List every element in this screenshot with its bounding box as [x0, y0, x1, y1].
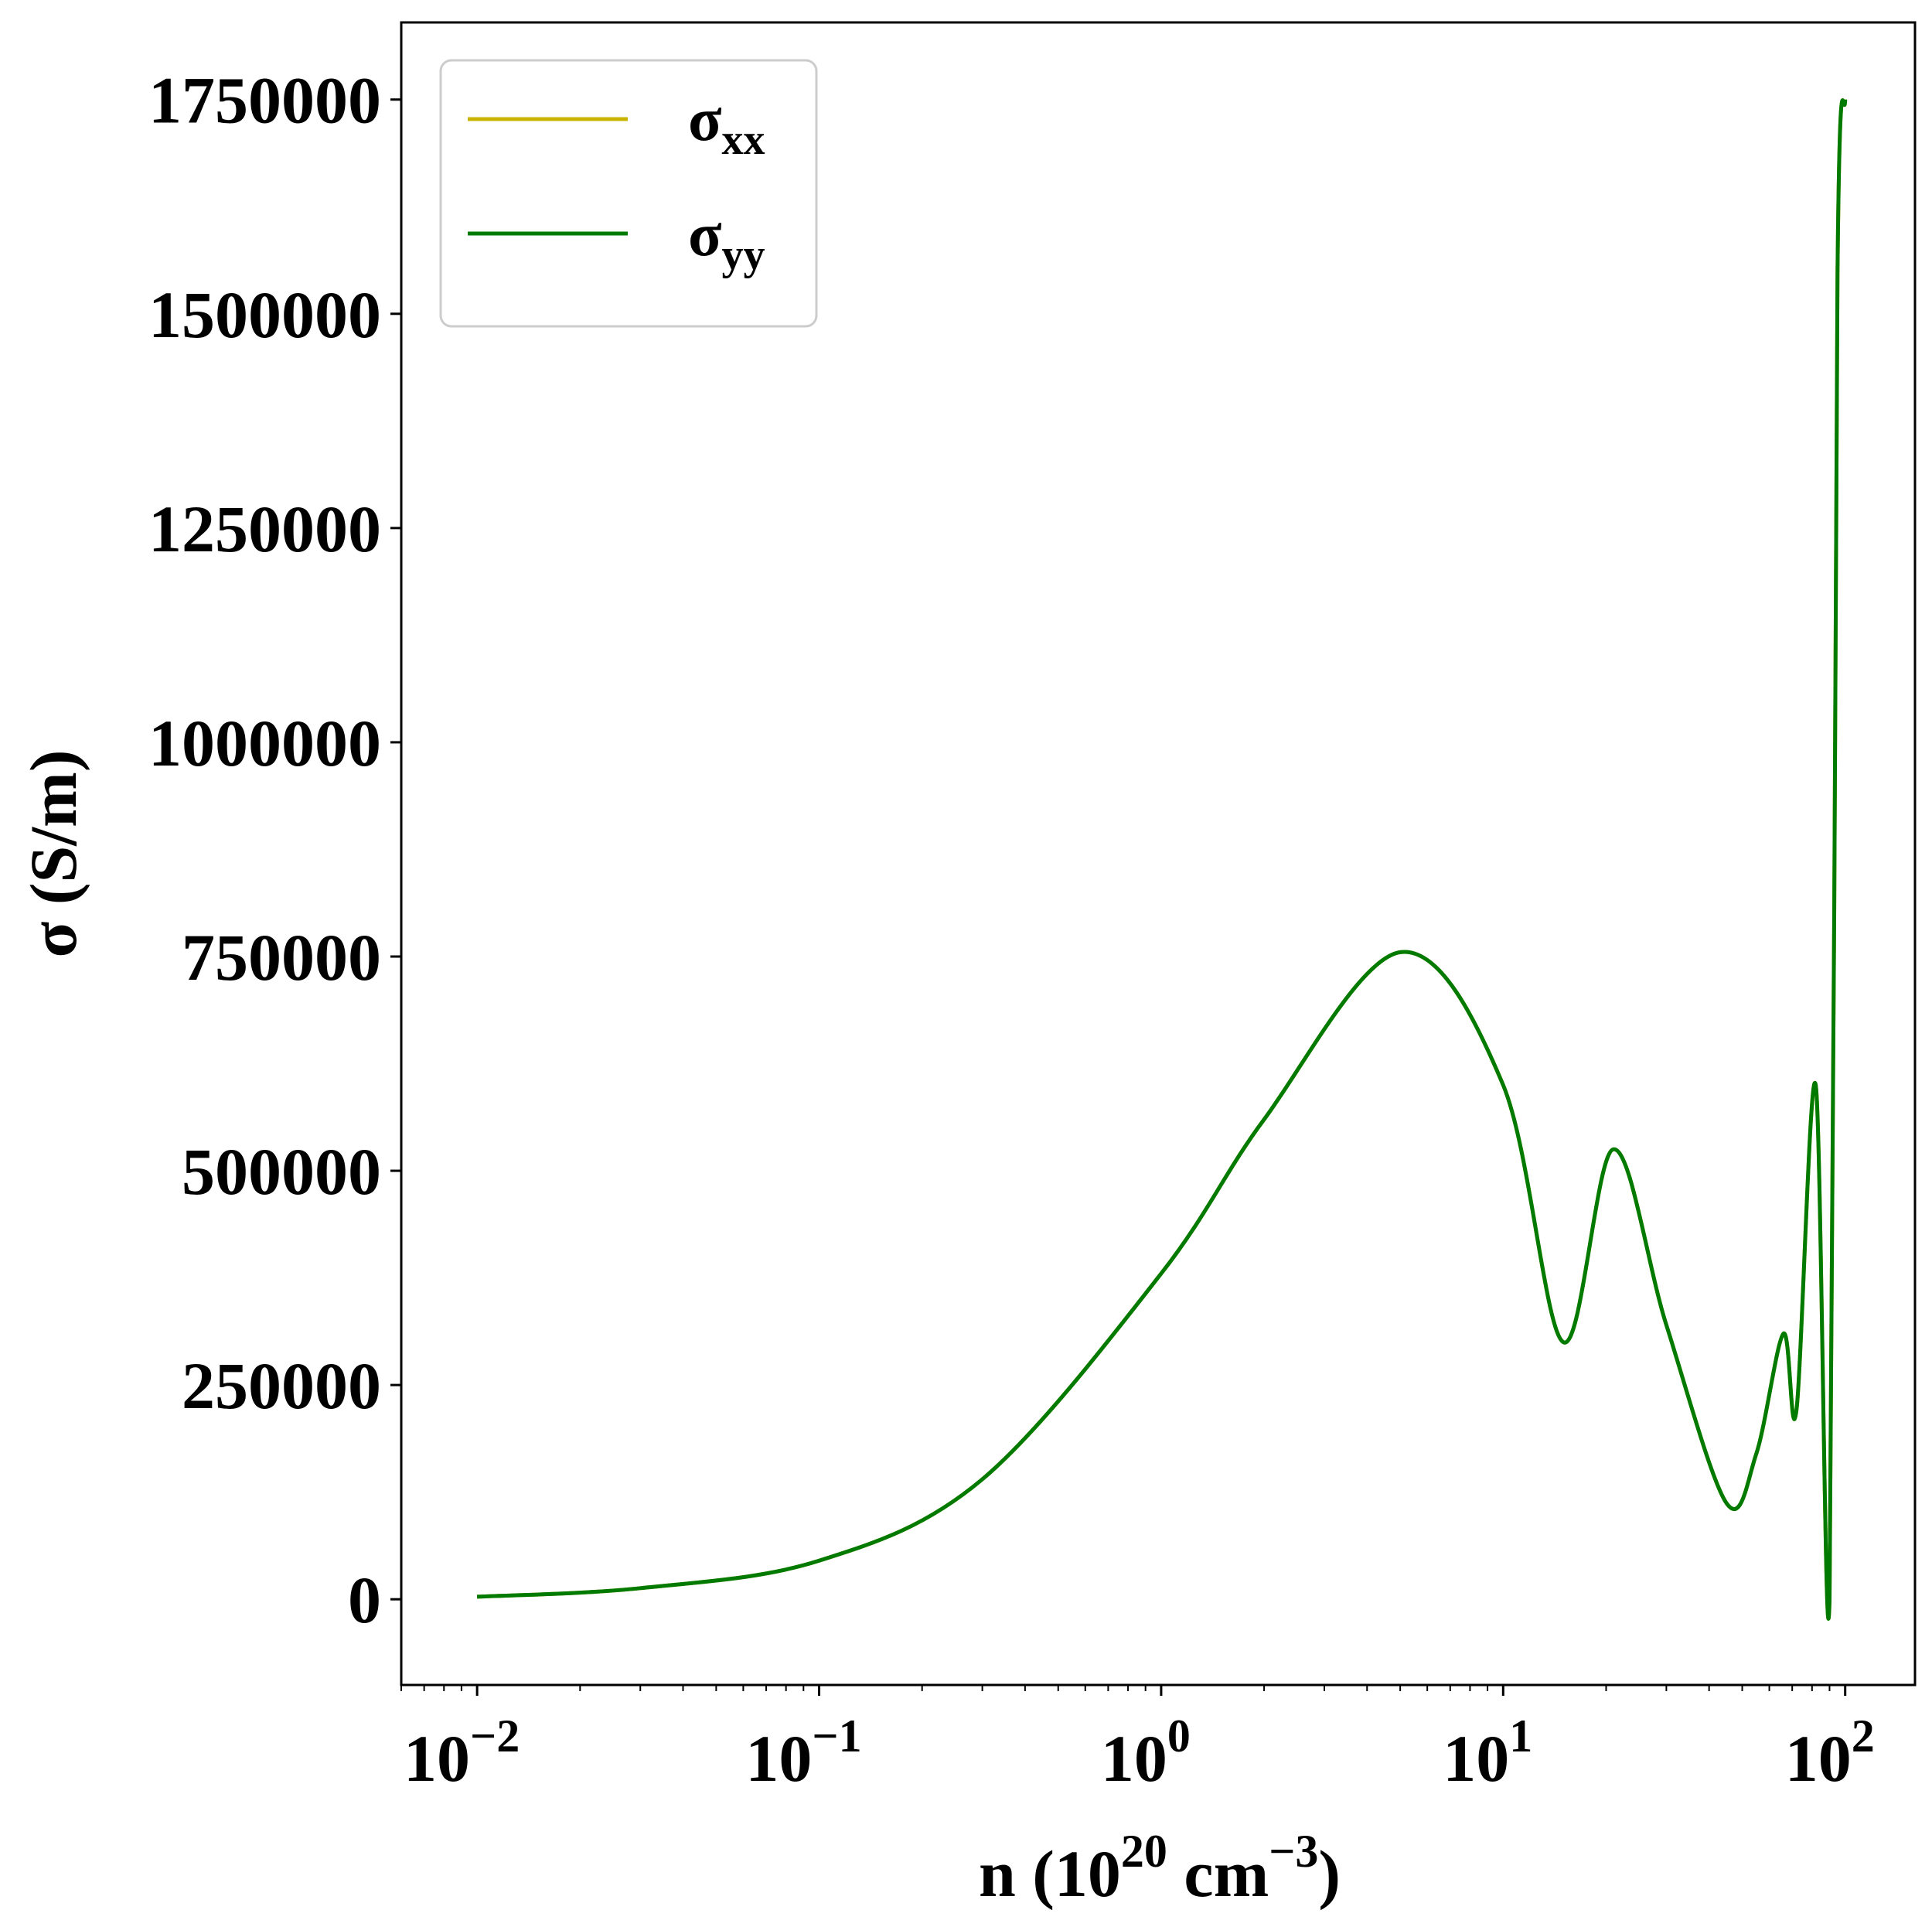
y-tick-label: 1000000 [148, 706, 381, 780]
x-tick-label: 10−1 [745, 1710, 861, 1796]
x-axis-label: n (1020 cm−3) [979, 1826, 1341, 1911]
x-axis-label-end: ) [1318, 1837, 1341, 1911]
series-layer [476, 98, 1848, 1621]
y-tick-label: 1750000 [148, 63, 381, 138]
legend-label-sigma-yy: σyy [688, 201, 765, 279]
y-tick-label: 500000 [182, 1134, 381, 1209]
legend-label-sigma-xx: σxx [688, 86, 765, 164]
x-axis-label-exp1: 20 [1121, 1826, 1167, 1877]
legend: σxx σyy [439, 59, 818, 328]
legend-box [439, 59, 818, 328]
x-axis-label-exp2: −3 [1269, 1826, 1318, 1877]
y-axis-ticks: 0 250000 500000 750000 1000000 1250000 1500000… [148, 63, 401, 1637]
plot-area-frame [400, 21, 1917, 1687]
x-axis-label-mid: cm [1167, 1837, 1269, 1911]
x-axis-label-base: n (10 [979, 1837, 1121, 1911]
y-tick-label: 250000 [182, 1349, 381, 1423]
x-tick-label: 102 [1785, 1710, 1875, 1796]
y-axis-label: σ (S/m) [16, 750, 90, 958]
x-tick-label: 10−2 [404, 1710, 520, 1796]
y-tick-label: 1500000 [148, 278, 381, 352]
y-tick-label: 1250000 [148, 492, 381, 566]
x-tick-label: 100 [1101, 1710, 1191, 1796]
x-axis-ticks: 10−2 10−1 100 101 102 [400, 1685, 1875, 1796]
y-tick-label: 0 [348, 1563, 381, 1637]
series-line-sigma-yy [476, 98, 1848, 1621]
x-tick-label: 101 [1443, 1710, 1532, 1796]
y-tick-label: 750000 [182, 920, 381, 994]
